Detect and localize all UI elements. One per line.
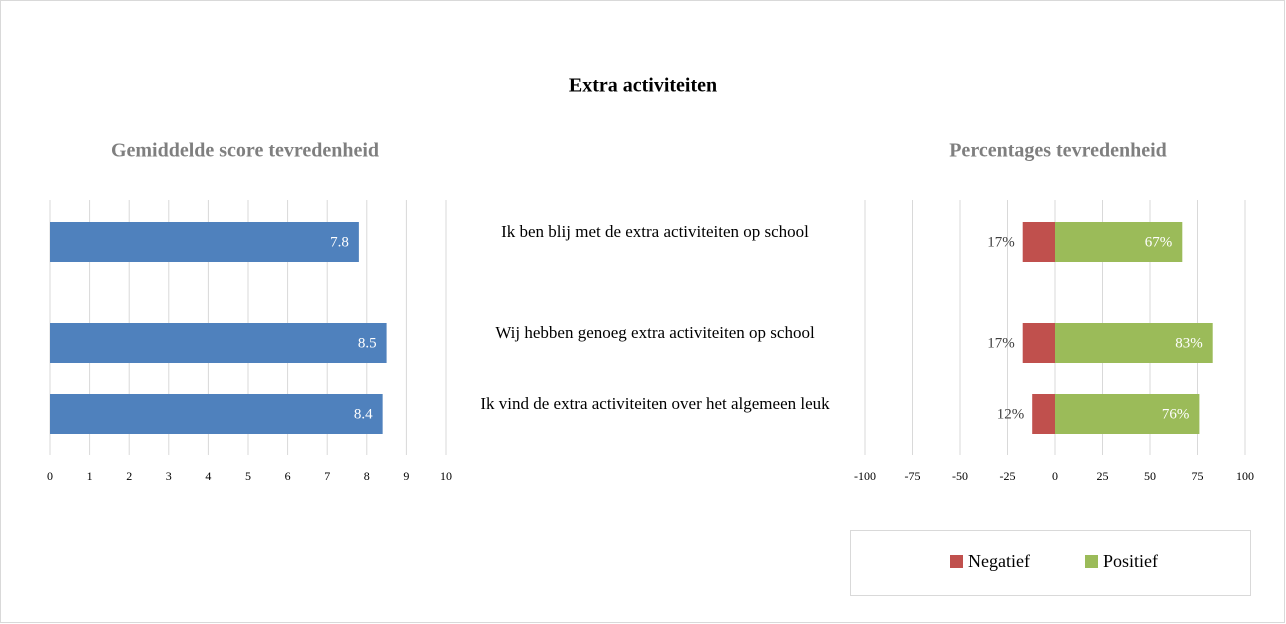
x-tick-label: -100 <box>854 469 876 483</box>
x-tick-label: 6 <box>285 469 291 483</box>
main-title: Extra activiteiten <box>569 75 717 97</box>
bar <box>50 222 359 262</box>
value-label: 76% <box>1162 406 1190 422</box>
chart-title: Percentages tevredenheid <box>949 140 1167 162</box>
x-tick-label: 4 <box>205 469 211 483</box>
bar-segment <box>1055 323 1213 363</box>
x-tick-label: -25 <box>1000 469 1016 483</box>
x-tick-label: -50 <box>952 469 968 483</box>
x-tick-label: -75 <box>905 469 921 483</box>
bar-segment <box>1022 222 1055 262</box>
bar-segment <box>1022 323 1055 363</box>
x-tick-label: 50 <box>1144 469 1156 483</box>
x-tick-label: 10 <box>440 469 452 483</box>
value-label: 17% <box>987 234 1015 250</box>
x-tick-label: 9 <box>403 469 409 483</box>
legend-label: Negatief <box>968 551 1030 571</box>
bar-segment <box>1055 222 1183 262</box>
value-label: 83% <box>1175 335 1203 351</box>
legend-swatch <box>950 555 963 568</box>
x-tick-label: 1 <box>87 469 93 483</box>
value-label: 12% <box>997 406 1025 422</box>
value-label: 8.5 <box>358 335 377 351</box>
x-tick-label: 5 <box>245 469 251 483</box>
value-label: 7.8 <box>330 234 349 250</box>
x-tick-label: 25 <box>1097 469 1109 483</box>
bar-segment <box>1055 394 1200 434</box>
x-tick-label: 75 <box>1192 469 1204 483</box>
category-label: Wij hebben genoeg extra activiteiten op … <box>495 323 815 342</box>
x-tick-label: 0 <box>47 469 53 483</box>
bar-segment <box>1032 394 1055 434</box>
bar <box>50 323 387 363</box>
x-tick-label: 8 <box>364 469 370 483</box>
category-label: Ik ben blij met de extra activiteiten op… <box>501 222 809 241</box>
x-tick-label: 100 <box>1236 469 1254 483</box>
value-label: 17% <box>987 335 1015 351</box>
chart-title: Gemiddelde score tevredenheid <box>111 140 379 162</box>
category-label: Ik vind de extra activiteiten over het a… <box>480 394 830 413</box>
legend-swatch <box>1085 555 1098 568</box>
legend-label: Positief <box>1103 551 1158 571</box>
x-tick-label: 0 <box>1052 469 1058 483</box>
bar <box>50 394 383 434</box>
x-tick-label: 3 <box>166 469 172 483</box>
legend-box <box>850 530 1251 596</box>
value-label: 8.4 <box>354 406 373 422</box>
value-label: 67% <box>1145 234 1173 250</box>
x-tick-label: 2 <box>126 469 132 483</box>
x-tick-label: 7 <box>324 469 330 483</box>
